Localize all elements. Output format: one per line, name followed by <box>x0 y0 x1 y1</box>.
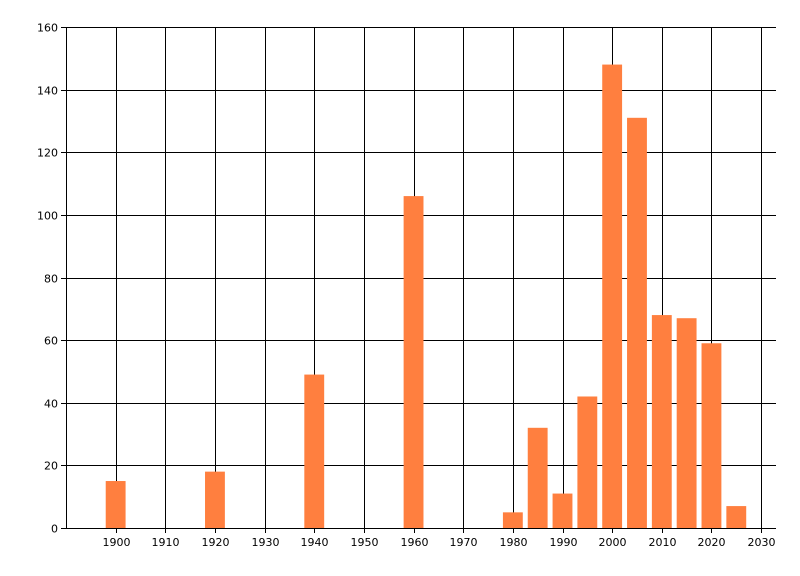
x-tick-label: 1900 <box>103 536 131 549</box>
y-tick-label: 40 <box>44 398 58 411</box>
y-tick-label: 120 <box>37 147 58 160</box>
bar <box>205 471 225 528</box>
tick-labels: 0 20 40 60 80 100 120 140 160 1900 1910 1920 1930 194… <box>37 22 776 550</box>
bar <box>403 196 424 528</box>
bar <box>651 315 672 528</box>
x-tick-label: 1980 <box>500 536 528 549</box>
y-tick-label: 160 <box>37 22 58 35</box>
bar-series <box>105 64 747 529</box>
y-tick-label: 20 <box>44 460 58 473</box>
y-tick-label: 100 <box>37 210 58 223</box>
x-tick-label: 1960 <box>401 536 429 549</box>
x-tick-label: 1990 <box>550 536 578 549</box>
x-tick-label: 1930 <box>252 536 280 549</box>
x-tick-label: 2030 <box>748 536 776 549</box>
x-tick-label: 1910 <box>152 536 180 549</box>
x-tick-label: 2000 <box>599 536 627 549</box>
y-tick-label: 140 <box>37 85 58 98</box>
x-tick-label: 1970 <box>450 536 478 549</box>
x-tick-label: 2020 <box>698 536 726 549</box>
bar <box>726 506 747 528</box>
y-tick-label: 0 <box>51 523 58 536</box>
x-tick-label: 2010 <box>649 536 677 549</box>
x-tick-label: 1950 <box>351 536 379 549</box>
axes <box>61 27 776 533</box>
bar <box>701 343 722 528</box>
x-tick-label: 1940 <box>301 536 329 549</box>
grid-lines <box>66 27 776 528</box>
bar <box>552 493 573 528</box>
y-tick-label: 80 <box>44 273 58 286</box>
bar <box>105 481 126 528</box>
bar <box>602 64 623 528</box>
bar <box>304 374 325 528</box>
bar <box>676 318 697 528</box>
y-tick-label: 60 <box>44 335 58 348</box>
x-tick-label: 1920 <box>202 536 230 549</box>
bar <box>627 117 647 529</box>
bar <box>527 427 548 528</box>
bar <box>502 512 523 528</box>
bar <box>577 396 598 528</box>
